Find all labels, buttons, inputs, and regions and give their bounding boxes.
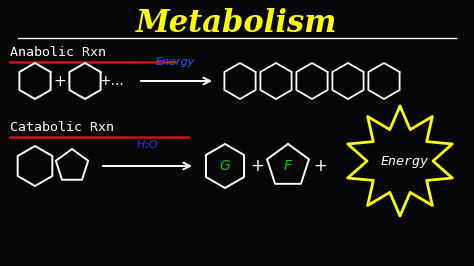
Text: Anabolic Rxn: Anabolic Rxn	[10, 46, 106, 59]
Text: Energy: Energy	[155, 57, 195, 67]
Text: Metabolism: Metabolism	[137, 8, 337, 39]
Text: +: +	[313, 157, 327, 175]
Text: +...: +...	[100, 74, 124, 88]
Text: Energy: Energy	[381, 155, 429, 168]
Text: H₂O: H₂O	[137, 140, 159, 150]
Text: +: +	[54, 73, 66, 89]
Text: F: F	[284, 159, 292, 173]
Text: G: G	[219, 159, 230, 173]
Text: +: +	[250, 157, 264, 175]
Text: Catabolic Rxn: Catabolic Rxn	[10, 121, 114, 134]
